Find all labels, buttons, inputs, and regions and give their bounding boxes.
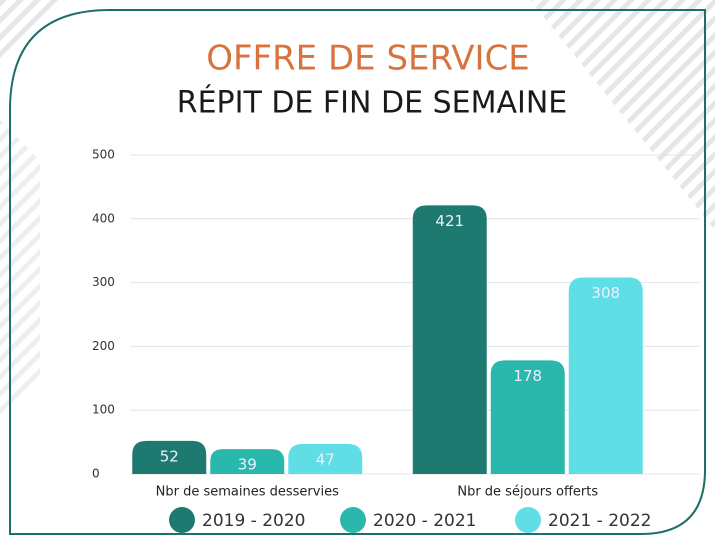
y-tick-label: 500 [92, 148, 115, 162]
chart-subtitle: RÉPIT DE FIN DE SEMAINE [177, 85, 568, 121]
y-tick-label: 0 [92, 467, 100, 481]
y-tick-label: 400 [92, 211, 115, 225]
legend-label: 2020 - 2021 [373, 511, 476, 531]
data-label: 52 [160, 447, 179, 465]
card-border [9, 9, 706, 535]
y-tick-label: 300 [92, 275, 115, 289]
chart-title: OFFRE DE SERVICE [206, 39, 530, 79]
x-tick-label: Nbr de semaines desservies [156, 485, 339, 500]
bar [132, 440, 207, 474]
bar [288, 444, 363, 474]
bar [568, 277, 643, 474]
data-label: 47 [316, 451, 335, 469]
decoration [0, 0, 60, 60]
legend-label: 2019 - 2020 [202, 511, 305, 531]
decoration [0, 120, 40, 420]
y-tick-label: 200 [92, 339, 115, 353]
bar [490, 360, 565, 474]
data-label: 178 [513, 367, 542, 385]
legend-swatch [340, 507, 366, 533]
legend-swatch [515, 507, 541, 533]
data-label: 421 [435, 212, 464, 230]
data-label: 39 [238, 456, 257, 474]
y-tick-label: 100 [92, 403, 115, 417]
legend-label: 2021 - 2022 [548, 511, 651, 531]
data-label: 308 [591, 284, 620, 302]
x-tick-label: Nbr de séjours offerts [457, 485, 598, 500]
bar [412, 205, 487, 475]
bar [210, 449, 285, 474]
decoration [530, 0, 715, 230]
legend-swatch [169, 507, 195, 533]
